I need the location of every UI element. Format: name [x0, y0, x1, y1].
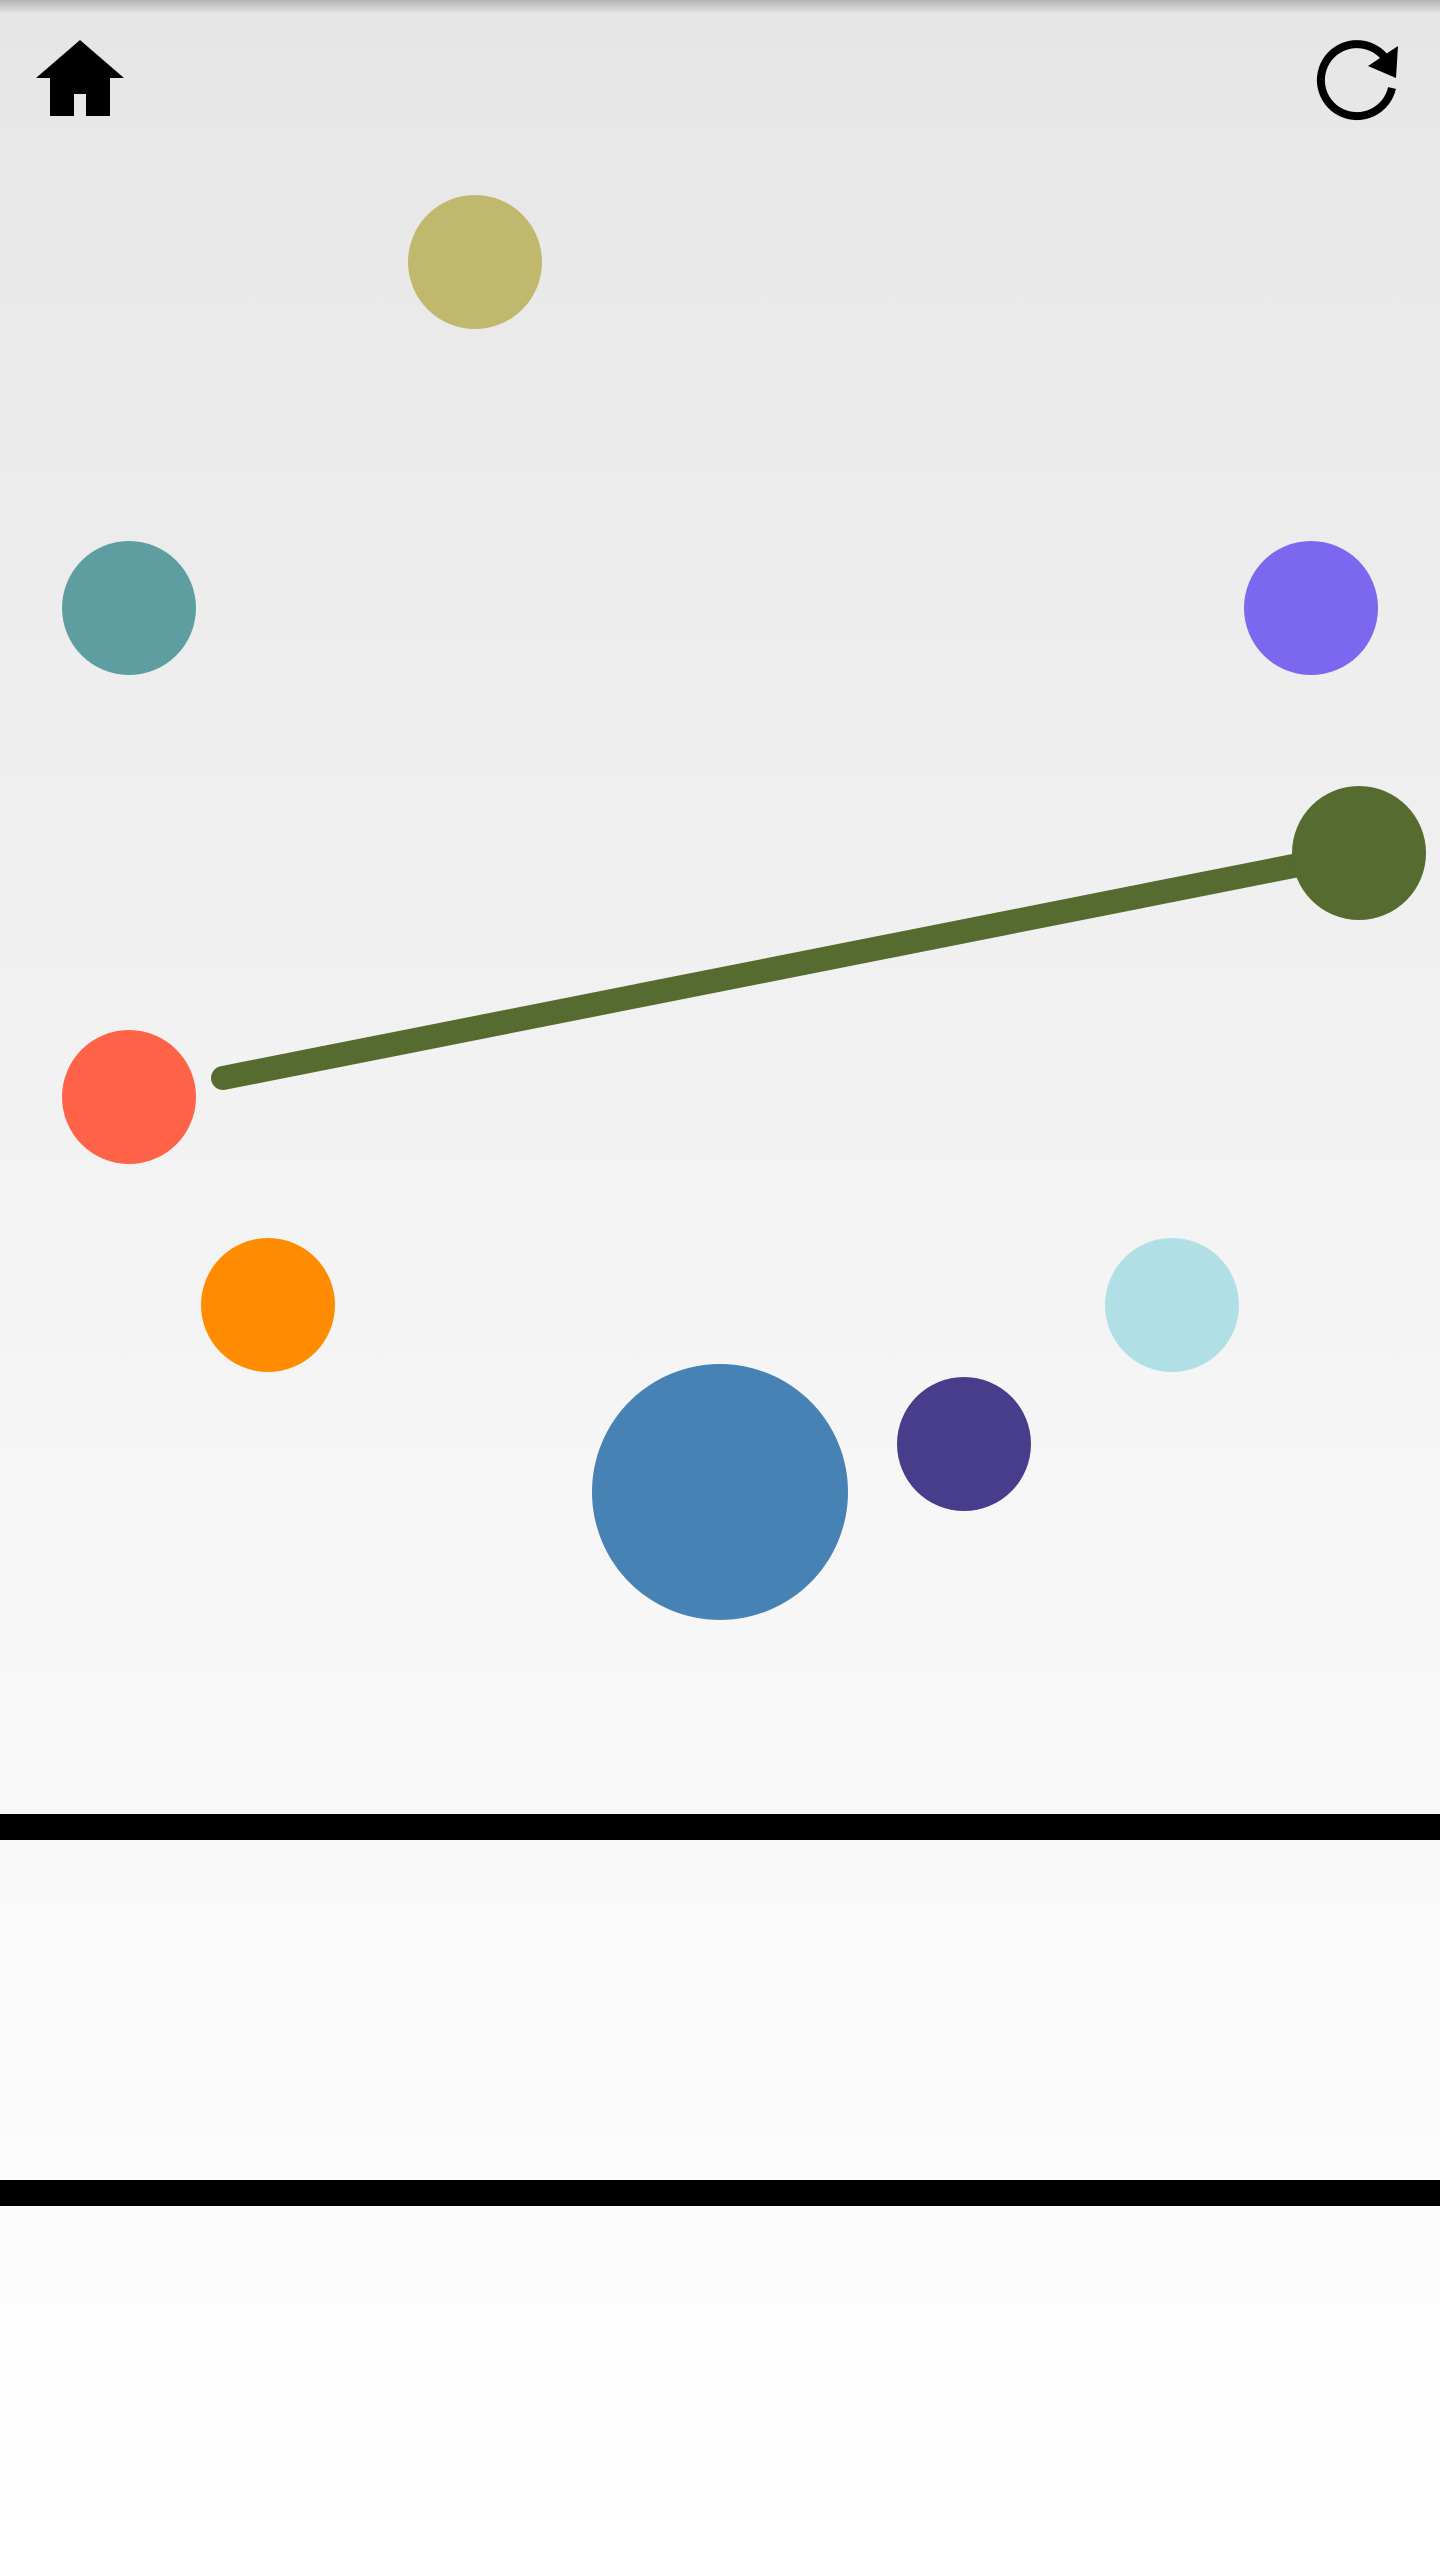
dot-tomato[interactable]: [62, 1030, 196, 1164]
restart-icon: [1316, 40, 1398, 121]
dot-khaki[interactable]: [408, 195, 542, 329]
dot-orange[interactable]: [201, 1238, 335, 1372]
upper-boundary-line: [0, 1814, 1440, 1840]
dot-steel-blue[interactable]: [592, 1364, 848, 1620]
dot-purple[interactable]: [1244, 541, 1378, 675]
dot-light-blue[interactable]: [1105, 1238, 1239, 1372]
restart-button[interactable]: [1306, 36, 1406, 136]
drag-line: [211, 841, 1371, 1090]
top-shadow: [0, 0, 1440, 14]
home-button[interactable]: [30, 30, 130, 130]
lower-boundary-line: [0, 2180, 1440, 2206]
dot-indigo[interactable]: [897, 1377, 1031, 1511]
dot-olive[interactable]: [1292, 786, 1426, 920]
home-icon: [36, 40, 124, 116]
dot-teal[interactable]: [62, 541, 196, 675]
